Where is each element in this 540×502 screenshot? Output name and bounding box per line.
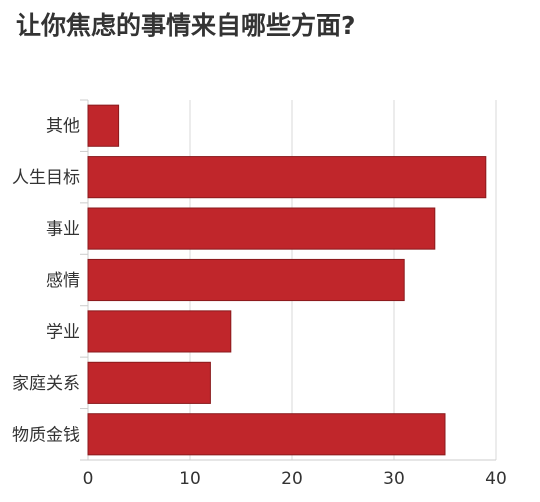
category-label: 感情 — [46, 271, 80, 291]
bar-5 — [87, 310, 232, 353]
chart-title: 让你焦虑的事情来自哪些方面? — [16, 11, 356, 40]
bar-4 — [87, 258, 405, 302]
bar-6 — [87, 361, 211, 404]
x-tick-labels: 0 10 20 30 40 — [83, 469, 507, 489]
bars — [87, 104, 487, 456]
x-tick-label: 0 — [83, 469, 94, 489]
category-label: 人生目标 — [12, 168, 80, 188]
category-label: 物质金钱 — [12, 425, 80, 445]
bar-2 — [87, 156, 487, 199]
category-label: 家庭关系 — [12, 374, 80, 394]
bar-1 — [87, 104, 120, 147]
category-label: 学业 — [46, 322, 80, 342]
x-tick-label: 30 — [383, 469, 405, 489]
category-label: 其他 — [46, 117, 80, 137]
x-tick-label: 20 — [281, 469, 303, 489]
category-label: 事业 — [46, 220, 80, 240]
x-tick-label: 40 — [485, 469, 507, 489]
bar-7 — [87, 413, 446, 456]
bar-3 — [87, 207, 436, 250]
x-tick-label: 10 — [179, 469, 201, 489]
